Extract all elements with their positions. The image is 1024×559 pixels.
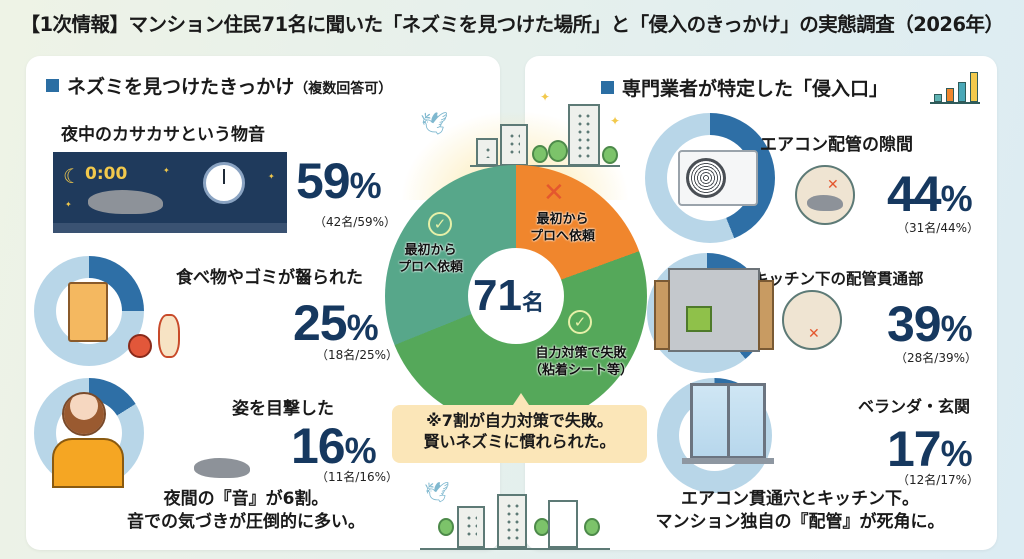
donut-chart-gnawed [34,256,144,366]
finding-percent-sighted: 16% [291,418,377,474]
right-summary: エアコン貫通穴とキッチン下。 マンション独自の『配管』が死角に。 [655,489,945,532]
finding-detail-gnawed: （18名/25%） [316,348,398,362]
sparkle-icon: ✦ [610,114,621,128]
check-icon: ✓ [568,310,592,334]
night-rat-clock-illustration: ☾ 0:00 ✦ ✦ ✦ [53,152,287,233]
check-icon: ✓ [428,212,452,236]
entry-detail-veranda: （12名/17%） [897,473,979,487]
cross-mark-icon: ✕ [808,326,820,342]
finding-label-gnawed: 食べ物やゴミが齧られた [176,268,363,288]
entry-label-kitchen: キッチン下の配管貫通部 [753,270,924,288]
bird-icon: 🕊 [420,112,448,137]
finding-percent-gnawed: 25% [293,295,379,351]
building-icon [476,138,498,166]
bird-icon: 🕊 [424,480,450,504]
clock-icon [203,162,245,204]
apple-icon [128,334,152,358]
trash-box-icon [686,306,712,332]
building-icon [568,104,600,166]
segment-label-teal: 最初から プロへ依頼 [398,243,464,275]
kitchen-sink-cabinet-icon [654,268,774,352]
finding-detail-noise: （42名/59%） [314,215,396,229]
woman-body-icon [52,438,124,488]
tree-icon [602,146,618,164]
entry-label-veranda: ベランダ・玄関 [858,397,971,416]
finding-label-noise: 夜中のカサカサという物音 [61,125,265,145]
apple-core-icon [158,314,180,358]
rat-closeup-bubble: ✕ [795,165,855,225]
building-icon [500,124,528,166]
segment-label-orange: 最初から プロへ依頼 [530,212,596,244]
entry-detail-kitchen: （28名/39%） [895,351,977,365]
square-bullet-icon [601,81,614,94]
square-bullet-icon [46,79,59,92]
pie-center-total: 71名 [473,271,544,320]
sliding-window-icon [690,383,766,459]
finding-percent-noise: 59% [296,153,382,209]
star-icon: ✦ [163,166,170,175]
segment-label-green: 自力対策で失敗 （粘着シート等） [529,346,634,378]
moon-icon: ☾ [63,164,81,188]
cross-mark-icon: ✕ [827,177,839,193]
fan-icon [686,158,726,198]
entry-label-aircon: エアコン配管の隙間 [760,135,913,155]
entry-percent-kitchen: 39% [887,296,973,352]
entry-percent-aircon: 44% [887,166,973,222]
chart-building-icon [548,500,578,548]
woman-face-icon [62,392,106,436]
tree-icon [548,140,568,162]
right-panel-heading: 専門業者が特定した「侵入口」 [601,74,888,101]
callout-note: ※7割が自力対策で失敗。 賢いネズミに慣れられた。 [392,393,647,463]
left-panel-heading: ネズミを見つけたきっかけ（複数回答可） [46,72,392,99]
star-icon: ✦ [268,172,275,181]
building-icon [497,494,527,548]
cross-icon: ✕ [543,178,565,208]
running-rat-icon [194,458,250,478]
page-title: 【1次情報】マンション住民71名に聞いた「ネズミを見つけた場所」と「侵入のきっか… [20,13,1004,36]
snack-bag-icon [68,282,108,342]
entry-detail-aircon: （31名/44%） [897,221,979,235]
tree-icon [584,518,600,536]
building-icon [457,506,485,548]
finding-label-sighted: 姿を目撃した [232,399,334,419]
left-summary: 夜間の『音』が6割。 音での気づきが圧倒的に多い。 [127,489,365,532]
entry-percent-veranda: 17% [887,421,973,477]
air-conditioner-icon [678,150,758,206]
sparkle-icon: ✦ [540,90,551,104]
pipe-closeup-bubble: ✕ [782,290,842,350]
rat-icon [88,190,163,214]
rat-icon [807,195,843,211]
tree-icon [532,145,548,163]
clock-time-text: 0:00 [85,164,128,184]
pie-chart-response [385,165,647,427]
finding-detail-sighted: （11名/16%） [316,470,398,484]
star-icon: ✦ [65,200,72,209]
growth-chart-icon [930,66,980,106]
tree-icon [438,518,454,536]
